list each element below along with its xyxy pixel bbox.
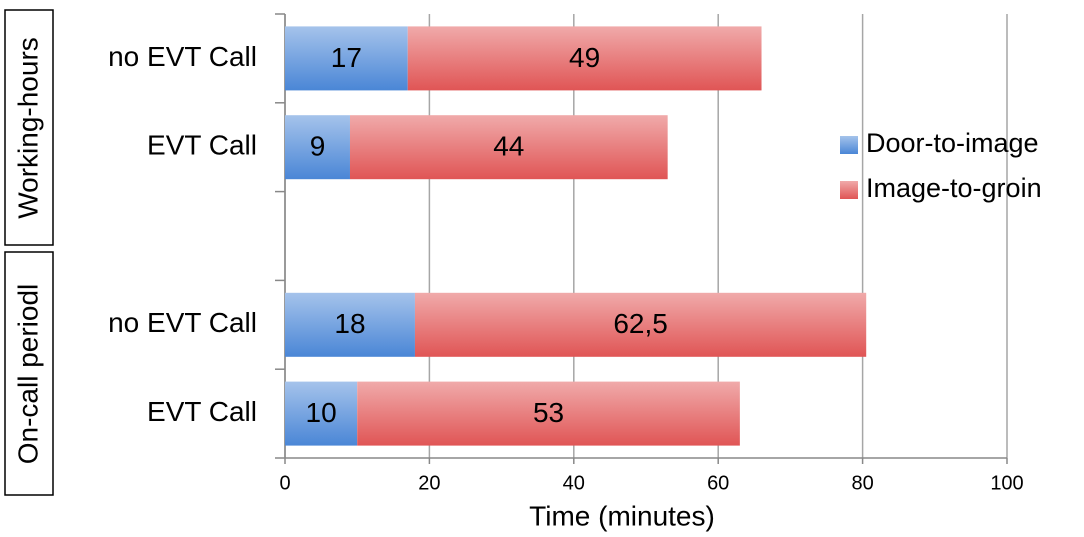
bar-segment xyxy=(407,26,762,91)
x-axis-title: Time (minutes) xyxy=(529,500,715,531)
value-label: 10 xyxy=(306,397,337,428)
bar-segment xyxy=(357,381,740,446)
bar-segment xyxy=(285,292,415,357)
x-tick-label: 40 xyxy=(563,472,585,494)
group-box xyxy=(4,9,54,246)
y-tick-label: EVT Call xyxy=(147,130,257,161)
value-label: 9 xyxy=(310,131,326,162)
x-tick-label: 80 xyxy=(851,472,873,494)
legend-label: Door-to-image xyxy=(866,128,1039,158)
y-tick-label: EVT Call xyxy=(147,396,257,427)
legend-swatch xyxy=(840,181,858,199)
group-label: On-call periodl xyxy=(12,284,43,465)
value-label: 53 xyxy=(533,397,564,428)
legend-label: Image-to-groin xyxy=(866,173,1042,203)
value-label: 62,5 xyxy=(613,308,668,339)
value-label: 17 xyxy=(331,42,362,73)
x-tick-label: 20 xyxy=(418,472,440,494)
group-box xyxy=(4,251,54,496)
legend-swatch xyxy=(840,136,858,154)
x-tick-label: 60 xyxy=(707,472,729,494)
value-label: 44 xyxy=(493,131,524,162)
value-label: 18 xyxy=(334,308,365,339)
bar-segment xyxy=(349,115,668,180)
x-tick-label: 100 xyxy=(990,472,1023,494)
bar-segment xyxy=(285,26,408,91)
bar-segment xyxy=(285,381,358,446)
group-label: Working-hours xyxy=(12,37,43,219)
y-tick-label: no EVT Call xyxy=(108,307,257,338)
bar-segment xyxy=(285,115,350,180)
value-label: 49 xyxy=(569,42,600,73)
y-tick-label: no EVT Call xyxy=(108,41,257,72)
bar-segment xyxy=(414,292,867,357)
x-tick-label: 0 xyxy=(279,472,290,494)
